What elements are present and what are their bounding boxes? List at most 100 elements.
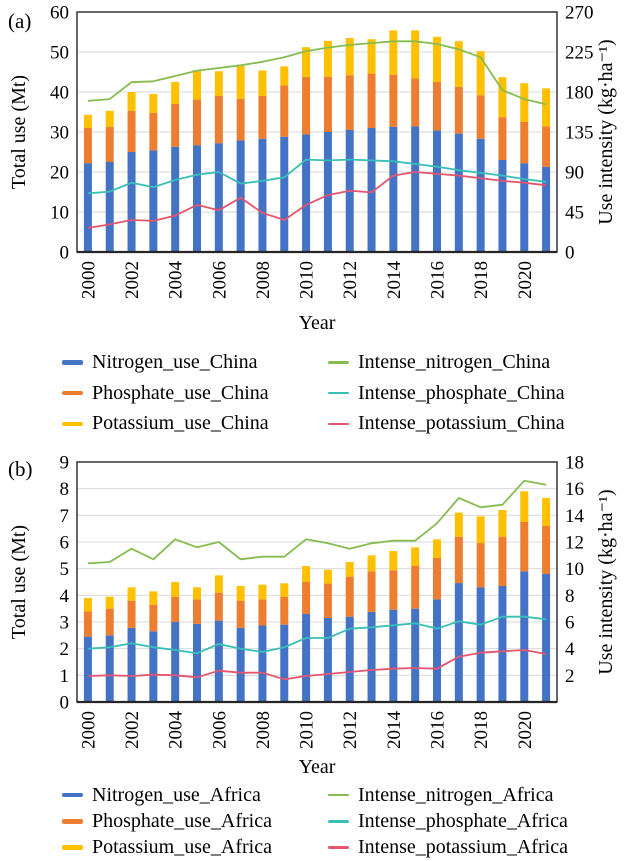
bar-segment-Nitrogen_use_Africa — [476, 587, 485, 702]
x-tick-label: 2006 — [209, 711, 230, 749]
bar-segment-Phosphate_use_Africa — [214, 592, 223, 621]
bar-segment-Phosphate_use_Africa — [171, 596, 180, 622]
legend-item-intense-nitrogen-africa: Intense_nitrogen_Africa — [328, 782, 640, 808]
bar-segment-Nitrogen_use_China — [214, 143, 223, 252]
left-tick-label: 2 — [60, 639, 70, 660]
legend-item-phosphate-use-africa: Phosphate_use_Africa — [62, 808, 328, 834]
bar-segment-Phosphate_use_Africa — [542, 526, 551, 574]
bar-segment-Nitrogen_use_China — [542, 166, 551, 252]
bar-segment-Nitrogen_use_Africa — [149, 631, 158, 702]
bar-segment-Nitrogen_use_Africa — [193, 623, 201, 702]
legend-item-nitrogen-use-china: Nitrogen_use_China — [62, 348, 328, 377]
left-tick-label: 3 — [60, 613, 70, 634]
x-tick-label: 2006 — [209, 261, 230, 299]
bar-segment-Phosphate_use_China — [127, 110, 136, 152]
right-tick-label: 16 — [565, 479, 584, 500]
right-tick-label: 180 — [565, 83, 594, 104]
right-axis-title: Use intensity (kg·ha⁻¹) — [595, 39, 617, 224]
line-Intense_nitrogen_China — [87, 40, 547, 106]
right-tick-label: 6 — [565, 613, 575, 634]
bar-segment-Potassium_use_China — [389, 30, 398, 75]
bar-segment-Phosphate_use_China — [149, 112, 158, 151]
bar-segment-Nitrogen_use_Africa — [302, 614, 311, 702]
bar-segment-Nitrogen_use_China — [302, 134, 311, 252]
x-tick-label: 2008 — [253, 711, 274, 749]
bar-segment-Potassium_use_Africa — [127, 587, 136, 601]
bar-segment-Potassium_use_China — [498, 77, 507, 118]
legend-item-intense-phosphate-china: Intense_phosphate_China — [328, 379, 640, 408]
bar-segment-Potassium_use_China — [345, 38, 354, 76]
left-tick-label: 50 — [50, 43, 69, 64]
left-tick-label: 9 — [60, 453, 70, 474]
legend-item-intense-phosphate-africa: Intense_phosphate_Africa — [328, 808, 640, 834]
legend-item-intense-potassium-china: Intense_potassium_China — [328, 409, 640, 438]
bar-segment-Potassium_use_Africa — [367, 555, 376, 572]
x-tick-label: 2020 — [515, 711, 536, 749]
bar-segment-Nitrogen_use_Africa — [520, 571, 529, 702]
bar-segment-Nitrogen_use_China — [83, 163, 92, 252]
bar-segment-Phosphate_use_Africa — [454, 536, 463, 584]
bar-segment-Potassium_use_China — [127, 92, 136, 111]
legend-swatch-potassium-use-africa — [62, 845, 83, 850]
bar-segment-Nitrogen_use_China — [411, 126, 420, 252]
bar-segment-Potassium_use_Africa — [433, 539, 441, 558]
bar-segment-Potassium_use_Africa — [389, 551, 398, 571]
bar-segment-Potassium_use_China — [105, 110, 114, 127]
bar-segment-Potassium_use_Africa — [258, 584, 267, 600]
bar-segment-Potassium_use_Africa — [454, 512, 463, 537]
bar-segment-Nitrogen_use_Africa — [542, 574, 551, 702]
bar-segment-Potassium_use_China — [454, 41, 463, 87]
bar-segment-Nitrogen_use_Africa — [411, 608, 420, 702]
bar-segment-Potassium_use_Africa — [193, 587, 201, 600]
right-tick-label: 45 — [565, 203, 584, 224]
bar-segment-Potassium_use_China — [149, 94, 158, 113]
legend-swatch-intense-potassium-china — [328, 422, 349, 426]
bar-segment-Potassium_use_China — [476, 51, 485, 96]
bar-segment-Phosphate_use_Africa — [367, 571, 376, 612]
bar-segment-Phosphate_use_Africa — [302, 582, 311, 614]
bar-segment-Nitrogen_use_Africa — [323, 618, 332, 702]
left-tick-label: 1 — [60, 666, 70, 687]
bar-segment-Phosphate_use_Africa — [476, 543, 485, 588]
bar-segment-Potassium_use_Africa — [105, 596, 114, 609]
bar-segment-Potassium_use_Africa — [280, 583, 289, 597]
right-tick-label: 135 — [565, 123, 594, 144]
bar-segment-Nitrogen_use_Africa — [345, 616, 354, 702]
legend-swatch-phosphate-use-africa — [62, 819, 83, 824]
panel-label: (b) — [8, 457, 33, 481]
x-tick-label: 2004 — [166, 261, 187, 300]
left-tick-label: 6 — [60, 533, 70, 554]
left-tick-label: 30 — [50, 123, 69, 144]
right-tick-label: 0 — [565, 243, 575, 264]
bar-segment-Phosphate_use_China — [520, 122, 529, 164]
left-tick-label: 4 — [60, 586, 70, 607]
bar-segment-Potassium_use_China — [367, 39, 376, 74]
x-tick-label: 2014 — [384, 711, 405, 750]
bar-segment-Phosphate_use_China — [389, 74, 398, 127]
bar-segment-Phosphate_use_China — [214, 96, 223, 144]
bar-segment-Nitrogen_use_Africa — [236, 627, 245, 702]
x-tick-label: 2014 — [384, 261, 405, 300]
bar-segment-Nitrogen_use_Africa — [105, 635, 114, 702]
bar-segment-Potassium_use_China — [193, 70, 201, 100]
right-tick-label: 90 — [565, 163, 584, 184]
bar-segment-Potassium_use_China — [236, 66, 245, 99]
bar-segment-Potassium_use_China — [433, 36, 441, 82]
bar-segment-Phosphate_use_Africa — [411, 566, 420, 609]
bar-segment-Nitrogen_use_China — [149, 150, 158, 252]
bar-segment-Phosphate_use_China — [105, 126, 114, 162]
bar-segment-Phosphate_use_China — [411, 78, 420, 127]
right-tick-label: 270 — [565, 3, 594, 24]
bar-segment-Phosphate_use_China — [171, 104, 180, 147]
bar-segment-Potassium_use_China — [280, 66, 289, 86]
bar-segment-Potassium_use_China — [83, 114, 92, 128]
bar-segment-Phosphate_use_Africa — [83, 611, 92, 637]
left-axis-title: Total use (Mt) — [8, 525, 30, 639]
bar-segment-Potassium_use_Africa — [498, 510, 507, 537]
left-tick-label: 40 — [50, 83, 69, 104]
plot-frame — [76, 461, 558, 703]
x-tick-label: 2004 — [166, 711, 187, 750]
legend-swatch-intense-potassium-africa — [328, 846, 349, 849]
legend-label-nitrogen-use-china: Nitrogen_use_China — [92, 351, 258, 373]
